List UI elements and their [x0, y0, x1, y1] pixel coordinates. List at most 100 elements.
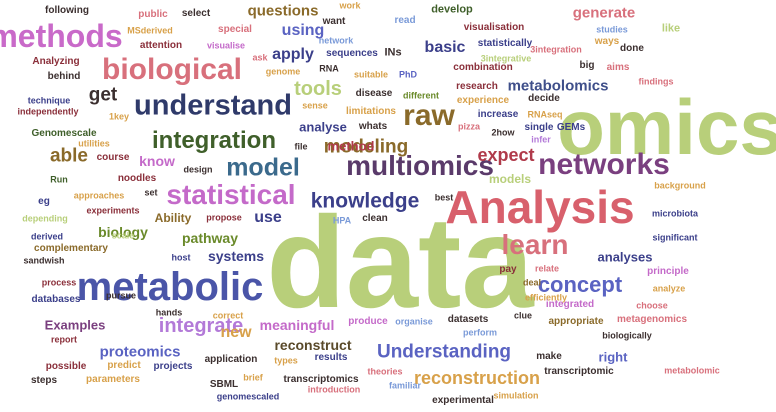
cloud-word: biology [98, 224, 148, 240]
cloud-word: models [488, 172, 532, 186]
cloud-word: using [281, 22, 325, 39]
cloud-word: parameters [86, 374, 140, 385]
cloud-word: HPA [332, 215, 352, 226]
cloud-word: RNA [319, 63, 339, 74]
cloud-word: course [96, 152, 130, 163]
cloud-word: RNAseq [527, 109, 563, 120]
cloud-word: predict [107, 360, 141, 371]
cloud-word: technique [27, 95, 71, 106]
cloud-word: meaningful [259, 317, 335, 333]
cloud-word: research [456, 81, 498, 92]
cloud-word: multiomics [346, 150, 494, 181]
cloud-word: visualisation [463, 22, 525, 33]
cloud-word: raw [403, 99, 455, 132]
cloud-word: biologically [602, 330, 652, 341]
cloud-word: scale [111, 230, 135, 241]
cloud-word: sense [302, 100, 328, 111]
cloud-word: microbiota [651, 208, 699, 219]
cloud-word: PhD [399, 69, 417, 80]
cloud-word: statistically [477, 38, 533, 49]
cloud-word: hands [155, 307, 183, 318]
cloud-word: eg [38, 196, 50, 207]
cloud-word: independently [17, 106, 79, 117]
cloud-word: ask [252, 52, 268, 63]
cloud-word: generate [572, 4, 636, 22]
cloud-word: suitable [353, 69, 389, 80]
cloud-word: choose [636, 300, 668, 311]
cloud-word: studies [596, 24, 628, 35]
cloud-word: relate [534, 263, 560, 274]
cloud-word: experimental [432, 395, 494, 406]
cloud-word: omics [557, 83, 776, 171]
cloud-word: behind [47, 71, 81, 82]
cloud-word: correct [212, 310, 244, 321]
cloud-word: familiar [388, 380, 422, 391]
cloud-word: types [274, 355, 298, 366]
cloud-word: 2how [491, 127, 515, 138]
cloud-word: significant [652, 232, 698, 243]
cloud-word: pizza [457, 121, 481, 132]
cloud-word: public [138, 9, 168, 20]
cloud-word: analyze [652, 283, 686, 294]
cloud-word: use [254, 209, 282, 226]
cloud-word: metagenomics [616, 314, 688, 325]
cloud-word: best [434, 192, 454, 203]
cloud-word: pathway [181, 230, 239, 246]
cloud-word: complementary [34, 243, 108, 254]
cloud-word: model [226, 153, 300, 182]
cloud-word: transcriptomics [283, 374, 359, 385]
cloud-word: tools [294, 78, 342, 100]
cloud-word: proteomics [99, 343, 181, 361]
cloud-word: brief [243, 372, 263, 383]
cloud-word: decide [528, 93, 560, 104]
cloud-word: special [218, 24, 252, 35]
cloud-word: 3integration [530, 44, 582, 55]
cloud-word: networks [538, 148, 670, 181]
cloud-word: background [654, 180, 706, 191]
cloud-word: genome [265, 66, 301, 77]
cloud-word: know [139, 153, 175, 169]
cloud-word: Ability [154, 211, 192, 225]
cloud-word: data [266, 189, 534, 335]
cloud-word: single [524, 122, 554, 133]
cloud-word: INs [384, 46, 402, 59]
cloud-word: done [620, 43, 644, 54]
cloud-word: disease [355, 88, 393, 99]
cloud-word: 1key [108, 111, 130, 122]
cloud-word: approaches [73, 190, 125, 201]
cloud-word: propose [206, 212, 242, 223]
cloud-word: network [318, 35, 354, 46]
cloud-word: develop [431, 3, 473, 16]
cloud-word: apply [272, 46, 314, 63]
cloud-word: experience [456, 95, 510, 106]
cloud-word: systems [207, 248, 265, 264]
cloud-word: Genomescale [31, 128, 97, 139]
cloud-word: Examples [44, 317, 106, 333]
cloud-word: produce [348, 316, 388, 327]
cloud-word: metabolomics [507, 77, 609, 95]
cloud-word: application [204, 354, 258, 365]
cloud-word: clean [362, 213, 388, 224]
cloud-word: simulation [493, 390, 539, 401]
cloud-word: deal [522, 277, 542, 288]
cloud-word: basic [424, 39, 466, 56]
cloud-word: experiments [86, 205, 140, 216]
cloud-word: Run [50, 174, 68, 185]
cloud-word: combination [453, 62, 513, 73]
cloud-word: ways [594, 36, 620, 47]
cloud-word: questions [247, 2, 319, 20]
cloud-word: analyses [597, 249, 653, 265]
cloud-word: introduction [307, 384, 361, 395]
cloud-word: metabolic [76, 265, 264, 309]
cloud-word: learn [501, 229, 569, 260]
cloud-word: statistical [166, 179, 296, 210]
cloud-word: GEMs [556, 122, 586, 133]
cloud-word: steps [30, 375, 58, 386]
cloud-word: theories [367, 366, 403, 377]
cloud-word: like [661, 22, 681, 35]
cloud-word: datasets [447, 314, 489, 325]
cloud-word: new [220, 324, 252, 341]
cloud-word: analyse [299, 119, 347, 135]
cloud-word: biological [101, 53, 243, 86]
